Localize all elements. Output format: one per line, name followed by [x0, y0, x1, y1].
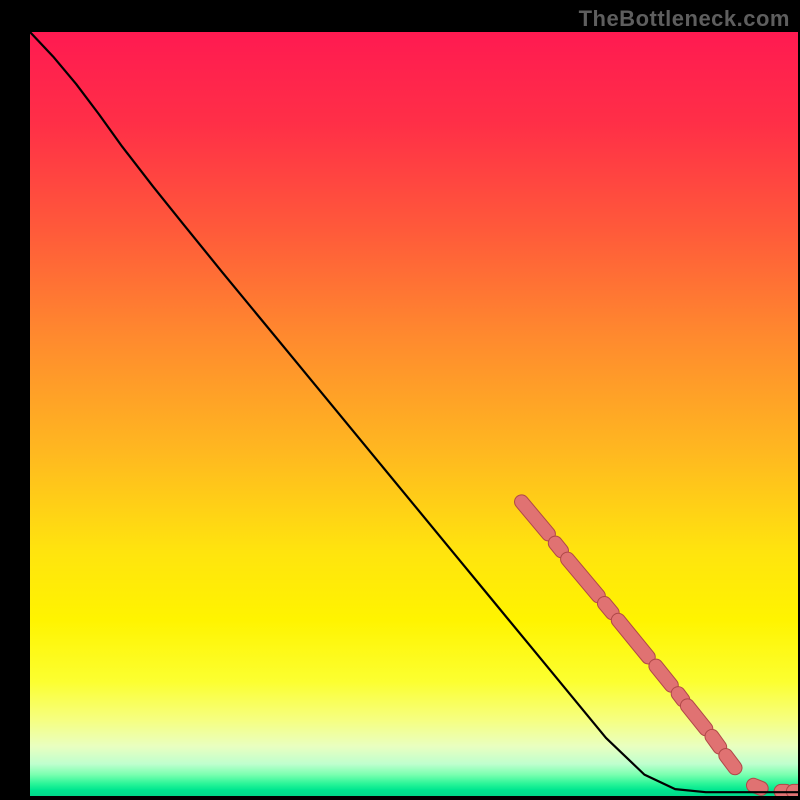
- data-marker: [726, 756, 735, 768]
- chart-svg: [30, 32, 798, 796]
- data-marker: [604, 603, 612, 612]
- plot-area: [30, 32, 798, 796]
- watermark-text: TheBottleneck.com: [579, 6, 790, 32]
- data-marker: [678, 694, 683, 700]
- data-marker: [555, 543, 561, 551]
- chart-outer-frame: TheBottleneck.com: [0, 0, 800, 800]
- data-marker: [753, 785, 761, 788]
- data-marker: [712, 736, 720, 747]
- gradient-background: [30, 32, 798, 796]
